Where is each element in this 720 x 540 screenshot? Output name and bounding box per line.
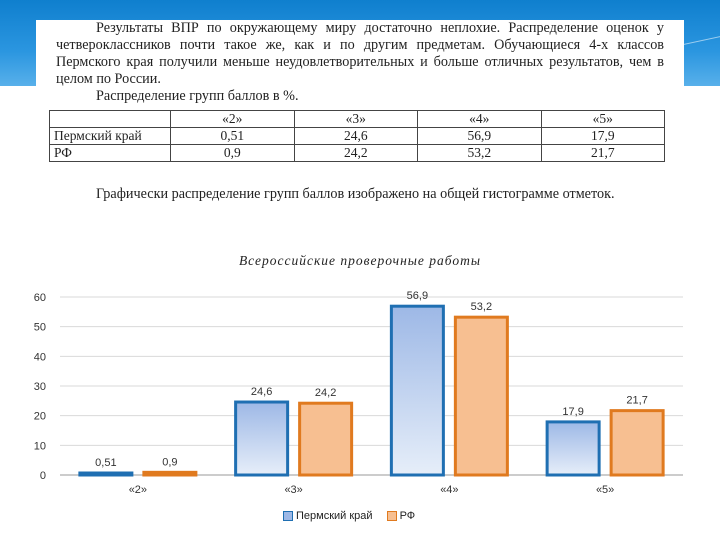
bar-perm: [78, 471, 134, 477]
legend-item-perm: Пермский край: [283, 510, 373, 522]
y-tick-label: 0: [40, 470, 46, 482]
table-row: Пермский край 0,51 24,6 56,9 17,9: [49, 127, 665, 145]
score-distribution-table: «2» «3» «4» «5» Пермский край 0,51 24,6 …: [49, 110, 665, 162]
bar-rf: [453, 315, 509, 477]
x-category-label: «4»: [440, 484, 458, 496]
bar-rf: [298, 401, 354, 477]
paragraph-results: Результаты ВПР по окружающему миру доста…: [56, 20, 664, 87]
y-tick-label: 10: [34, 440, 46, 452]
legend-swatch-rf: [386, 511, 397, 521]
table-cell: 17,9: [540, 127, 665, 145]
data-label-rf: 24,2: [315, 387, 336, 399]
table-header-cell: «3»: [293, 110, 418, 128]
paragraph-graph: Графически распределение групп баллов из…: [96, 186, 615, 202]
bar-rf: [142, 470, 198, 477]
table-cell: 0,51: [170, 127, 295, 145]
table-cell: 56,9: [417, 127, 542, 145]
y-tick-label: 60: [34, 292, 46, 304]
histogram-chart: 0 10 20 30 40 50 60 0,51 0,9 «2» 24,6 24,2 «3» 56,9 53…: [34, 290, 683, 496]
bar-perm: [234, 400, 290, 477]
intro-text: Результаты ВПР по окружающему миру доста…: [56, 20, 664, 105]
row-label: Пермский край: [49, 127, 171, 145]
chart-legend: Пермский край РФ: [283, 510, 415, 522]
row-label: РФ: [49, 144, 171, 162]
data-label-perm: 17,9: [562, 406, 583, 418]
y-tick-label: 50: [34, 322, 46, 334]
y-tick-label: 40: [34, 351, 46, 363]
legend-swatch-perm: [283, 511, 293, 521]
data-label-rf: 0,9: [162, 456, 177, 468]
legend-item-rf: РФ: [386, 510, 416, 522]
table-cell: 24,2: [293, 144, 418, 162]
y-tick-label: 20: [34, 411, 46, 423]
x-category-label: «5»: [596, 484, 614, 496]
chart-title: Всероссийские проверочные работы: [238, 253, 482, 268]
bar-rf: [609, 409, 665, 477]
legend-label-rf: РФ: [399, 510, 416, 522]
table-row: РФ 0,9 24,2 53,2 21,7: [49, 144, 665, 162]
table-cell: 0,9: [170, 144, 295, 162]
data-label-rf: 21,7: [626, 395, 647, 407]
legend-label-perm: Пермский край: [296, 510, 373, 522]
data-label-perm: 56,9: [407, 290, 428, 302]
x-category-label: «3»: [284, 484, 302, 496]
bar-perm: [545, 420, 601, 477]
table-cell: 24,6: [293, 127, 418, 145]
table-cell: 53,2: [417, 144, 542, 162]
table-header-cell: «4»: [417, 110, 542, 128]
data-label-rf: 53,2: [471, 301, 492, 313]
x-category-label: «2»: [129, 484, 147, 496]
frame-decoration: [684, 36, 720, 85]
table-header-cell: «5»: [540, 110, 665, 128]
table-header-row: «2» «3» «4» «5»: [49, 110, 665, 128]
data-label-perm: 24,6: [251, 386, 272, 398]
table-header-cell: «2»: [170, 110, 295, 128]
data-label-perm: 0,51: [95, 457, 116, 469]
table-caption: Распределение групп баллов в %.: [96, 88, 299, 104]
y-tick-label: 30: [34, 381, 46, 393]
table-cell: 21,7: [540, 144, 665, 162]
table-header-cell: [49, 110, 171, 128]
bar-perm: [389, 304, 445, 477]
